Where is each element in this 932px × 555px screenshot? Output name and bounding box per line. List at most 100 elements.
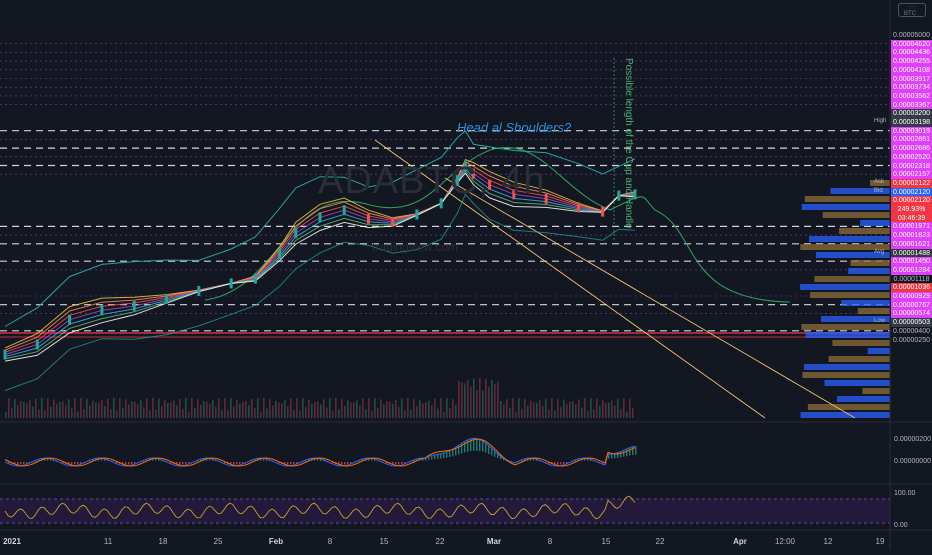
candle: [68, 314, 72, 325]
macd-histogram: [401, 462, 403, 465]
volume-bar: [299, 410, 301, 418]
rsi-pane: [0, 495, 890, 524]
price-tag: 0.00000929: [891, 292, 932, 301]
volume-bar: [47, 398, 49, 418]
macd-histogram: [524, 458, 526, 461]
volume-bar: [446, 398, 448, 418]
volume-bar: [38, 409, 40, 418]
price-tag: 0.00002122: [891, 178, 932, 188]
volume-bar: [89, 405, 91, 418]
ema-line: [4, 170, 636, 360]
profile-bar: [828, 356, 890, 362]
macd-histogram: [485, 442, 487, 453]
volume-bar: [128, 404, 130, 418]
profile-bar: [867, 348, 890, 354]
candle: [455, 175, 459, 186]
macd-histogram: [536, 458, 538, 461]
macd-histogram: [185, 462, 187, 465]
volume-bar: [524, 398, 526, 418]
volume-bar: [347, 400, 349, 418]
macd-histogram: [548, 462, 550, 464]
volume-bar: [314, 401, 316, 418]
volume-bar: [560, 407, 562, 418]
price-tag: 0.00004255: [891, 57, 932, 67]
macd-histogram: [242, 462, 244, 464]
macd-histogram: [560, 462, 562, 465]
volume-bar: [305, 407, 307, 418]
price-tag-prefix: Bid: [874, 187, 883, 194]
profile-bar: [801, 204, 890, 210]
price-tag-prefix: Avg: [874, 248, 885, 255]
macd-histogram: [629, 447, 631, 456]
volume-bar: [599, 405, 601, 418]
volume-bar: [185, 398, 187, 418]
macd-histogram: [392, 462, 394, 465]
volume-bar: [149, 410, 151, 418]
volume-bar: [452, 399, 454, 418]
volume-bar: [260, 411, 262, 418]
volume-bar: [152, 398, 154, 418]
trend-line: [444, 177, 856, 419]
macd-histogram: [20, 462, 22, 465]
macd-histogram: [305, 460, 307, 462]
macd-histogram: [14, 462, 16, 465]
profile-bar: [839, 228, 890, 234]
macd-histogram: [458, 445, 460, 455]
volume-bar: [437, 408, 439, 418]
rsi-line: [4, 495, 636, 520]
macd-histogram: [572, 461, 574, 463]
volume-bar: [224, 398, 226, 418]
macd-histogram: [578, 458, 580, 461]
volume-bar: [584, 398, 586, 418]
volume-bar: [242, 402, 244, 418]
rsi-band: [0, 499, 890, 523]
macd-histogram: [101, 458, 103, 461]
volume-bar: [161, 406, 163, 418]
macd-histogram: [332, 462, 334, 464]
profile-bar: [870, 180, 890, 186]
volume-bar: [326, 407, 328, 418]
profile-bar: [824, 380, 890, 386]
candle: [165, 293, 169, 304]
volume-bar: [176, 405, 178, 418]
macd-histogram: [587, 458, 589, 461]
macd-histogram: [428, 456, 430, 460]
price-tag: 0.00002318: [891, 161, 932, 171]
macd-histogram: [260, 458, 262, 461]
candle: [3, 349, 7, 360]
volume-bar: [491, 379, 493, 418]
volume-bar: [425, 402, 427, 418]
volume-bar: [179, 398, 181, 418]
volume-bar: [293, 409, 295, 418]
volume-bar: [278, 402, 280, 418]
volume-bar: [611, 400, 613, 418]
macd-histogram: [176, 462, 178, 465]
macd-histogram: [350, 462, 352, 464]
macd-histogram: [584, 458, 586, 461]
macd-histogram: [182, 462, 184, 465]
volume-bar: [593, 409, 595, 418]
pattern-annotation[interactable]: Head al Shoulders?: [457, 120, 572, 135]
macd-histogram: [482, 440, 484, 452]
volume-bar: [26, 403, 28, 418]
profile-bar: [805, 332, 890, 338]
volume-bar: [632, 407, 634, 418]
volume-bar: [536, 403, 538, 418]
volume-profile: [800, 180, 890, 418]
chart-settings-icon[interactable]: ···: [898, 3, 926, 17]
gap-annotation[interactable]: Possible length of the Cup and Handle: [623, 58, 634, 229]
macd-histogram: [158, 458, 160, 461]
volume-bar: [575, 404, 577, 418]
volume-bar: [332, 411, 334, 418]
macd-histogram: [422, 458, 424, 461]
volume-bar: [521, 408, 523, 418]
candle: [576, 202, 580, 213]
candle: [132, 300, 136, 311]
volume-bar: [503, 404, 505, 418]
trend-line: [374, 139, 766, 419]
volume-bar: [53, 399, 55, 418]
volume-bar: [416, 406, 418, 418]
profile-bar: [800, 412, 890, 418]
